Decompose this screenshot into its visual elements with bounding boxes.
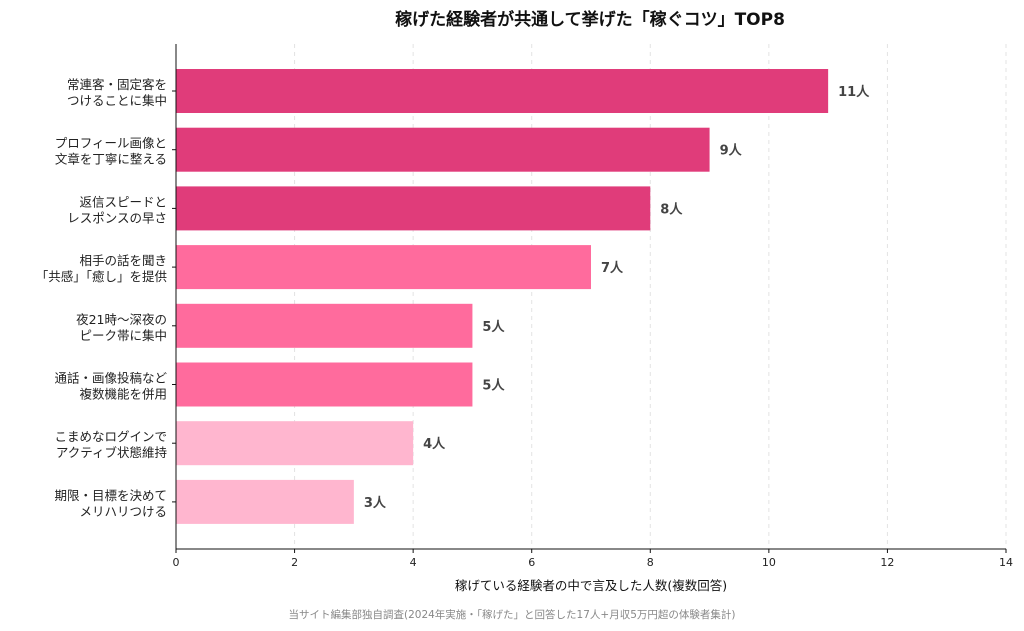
bar-value-label: 3人 bbox=[364, 495, 387, 511]
x-tick-label: 8 bbox=[647, 556, 654, 569]
bar bbox=[176, 479, 354, 524]
category-label: こまめなログインでアクティブ状態維持 bbox=[54, 429, 167, 460]
category-label-line: 相手の話を聞き bbox=[79, 253, 167, 268]
category-label-line: プロフィール画像と bbox=[55, 136, 167, 151]
bar bbox=[176, 303, 473, 348]
category-label: 返信スピードとレスポンスの早さ bbox=[67, 194, 167, 225]
x-axis-label: 稼げている経験者の中で言及した人数(複数回答) bbox=[455, 578, 727, 593]
category-label-line: 夜21時〜深夜の bbox=[76, 312, 167, 327]
category-label: 夜21時〜深夜のピーク帯に集中 bbox=[76, 312, 167, 343]
bar-value-label: 11人 bbox=[838, 84, 870, 100]
x-tick-label: 6 bbox=[528, 556, 535, 569]
category-label-line: メリハリつける bbox=[79, 504, 167, 519]
category-label-line: ピーク帯に集中 bbox=[79, 328, 167, 343]
bars: 11人 9人 8人 7人 5人 5人 4人 3人 bbox=[176, 69, 870, 524]
bar-value-label: 7人 bbox=[601, 260, 624, 276]
source-note: 当サイト編集部独自調査(2024年実施・「稼げた」と回答した17人+月収5万円超… bbox=[288, 608, 735, 621]
bar-value-label: 9人 bbox=[720, 143, 743, 159]
x-ticks: 0 2 4 6 8 10 12 14 bbox=[173, 549, 1013, 569]
bar bbox=[176, 127, 710, 172]
x-tick-label: 0 bbox=[173, 556, 180, 569]
bar bbox=[176, 245, 591, 290]
category-label-line: 返信スピードと bbox=[79, 194, 167, 209]
bar-value-label: 8人 bbox=[660, 201, 683, 217]
bar-value-label: 5人 bbox=[482, 319, 505, 335]
x-tick-label: 10 bbox=[762, 556, 776, 569]
bar bbox=[176, 69, 829, 113]
bar bbox=[176, 186, 651, 231]
category-label-line: 通話・画像投稿など bbox=[54, 371, 167, 386]
x-tick-label: 4 bbox=[410, 556, 417, 569]
bar-value-label: 4人 bbox=[423, 436, 446, 452]
category-label-line: つけることに集中 bbox=[67, 93, 167, 108]
category-label-line: 文章を丁寧に整える bbox=[55, 152, 167, 167]
bar bbox=[176, 362, 473, 407]
category-label: 常連客・固定客をつけることに集中 bbox=[67, 77, 167, 108]
category-label-line: 「共感」「癒し」を提供 bbox=[36, 269, 167, 284]
chart-title: 稼げた経験者が共通して挙げた「稼ぐコツ」TOP8 bbox=[395, 9, 785, 30]
category-label: 相手の話を聞き「共感」「癒し」を提供 bbox=[36, 253, 167, 284]
category-label-line: レスポンスの早さ bbox=[67, 210, 167, 225]
category-label-line: アクティブ状態維持 bbox=[56, 445, 167, 460]
bar-value-label: 5人 bbox=[482, 378, 505, 394]
x-tick-label: 14 bbox=[999, 556, 1013, 569]
category-label: 期限・目標を決めてメリハリつける bbox=[54, 488, 167, 519]
category-labels: 常連客・固定客をつけることに集中プロフィール画像と文章を丁寧に整える返信スピード… bbox=[36, 77, 176, 519]
grid-lines bbox=[294, 44, 1007, 549]
category-label-line: 期限・目標を決めて bbox=[54, 488, 167, 503]
category-label: プロフィール画像と文章を丁寧に整える bbox=[55, 136, 167, 167]
category-label-line: 常連客・固定客を bbox=[67, 77, 167, 92]
x-tick-label: 12 bbox=[880, 556, 894, 569]
category-label-line: こまめなログインで bbox=[54, 429, 167, 444]
category-label: 通話・画像投稿など複数機能を併用 bbox=[54, 371, 167, 402]
category-label-line: 複数機能を併用 bbox=[79, 387, 167, 402]
bar bbox=[176, 421, 414, 466]
x-tick-label: 2 bbox=[291, 556, 298, 569]
